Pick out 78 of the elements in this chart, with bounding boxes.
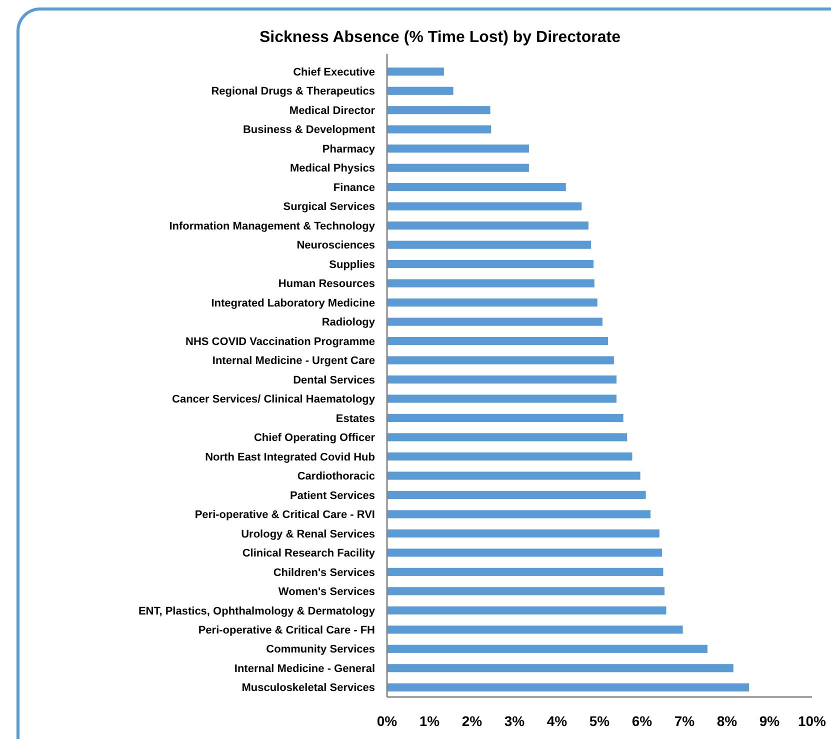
bar — [387, 664, 734, 672]
bar — [387, 260, 594, 268]
x-tick-label: 4% — [546, 713, 568, 729]
y-tick-label: Cancer Services/ Clinical Haematology — [172, 394, 376, 406]
x-tick-label: 8% — [716, 713, 738, 729]
y-tick-label: Information Management & Technology — [169, 220, 376, 232]
y-tick-label: Internal Medicine - Urgent Care — [212, 355, 375, 368]
bar — [387, 472, 640, 480]
y-tick-label: Pharmacy — [322, 143, 376, 156]
y-tick-label: Neurosciences — [296, 240, 375, 252]
bar — [387, 490, 646, 499]
y-tick-label: Chief Executive — [293, 66, 375, 78]
y-tick-label: Regional Drugs & Therapeutics — [211, 86, 375, 98]
bar — [387, 164, 529, 172]
y-tick-label: Chief Operating Officer — [254, 432, 376, 444]
y-tick-label: Musculoskeletal Services — [242, 682, 375, 694]
bar — [387, 240, 591, 249]
y-tick-label: Medical Director — [289, 104, 376, 117]
y-tick-label: Human Resources — [278, 278, 375, 290]
bar — [387, 202, 582, 210]
y-tick-label: Finance — [333, 182, 375, 194]
bar — [387, 86, 454, 95]
y-tick-label: North East Integrated Covid Hub — [205, 451, 376, 464]
bar — [387, 356, 614, 364]
bar — [387, 626, 683, 634]
bar — [387, 548, 662, 557]
y-tick-label: Community Services — [266, 644, 375, 656]
y-tick-label: Women's Services — [278, 586, 375, 598]
bar — [387, 394, 616, 403]
bar — [387, 222, 588, 230]
x-tick-label: 9% — [759, 713, 780, 729]
bar — [387, 318, 602, 326]
bar — [387, 606, 666, 614]
bar — [387, 375, 616, 384]
y-tick-label: Business & Development — [242, 124, 376, 136]
bar — [387, 587, 665, 596]
y-tick-label: NHS COVID Vaccination Programme — [186, 336, 375, 348]
x-tick-label: 0% — [376, 713, 398, 729]
bar — [387, 183, 566, 192]
y-tick-label: Integrated Laboratory Medicine — [211, 297, 375, 310]
y-tick-label: Radiology — [322, 316, 376, 329]
y-tick-label: Children's Services — [273, 566, 375, 579]
y-tick-label: Supplies — [329, 258, 375, 271]
y-tick-label: Medical Physics — [290, 162, 375, 175]
y-tick-label: Dental Services — [293, 374, 375, 386]
bar — [387, 510, 650, 518]
x-tick-label: 1% — [419, 713, 440, 729]
y-tick-label: Estates — [336, 412, 375, 425]
bar — [387, 433, 628, 442]
x-tick-label: 10% — [798, 713, 827, 729]
y-tick-label: ENT, Plastics, Ophthalmology & Dermatology — [138, 605, 376, 618]
bar — [387, 568, 664, 576]
y-tick-label: Surgical Services — [283, 201, 375, 214]
y-tick-label: Peri-operative & Critical Care - RVI — [194, 509, 375, 522]
bar — [387, 336, 608, 346]
bar — [387, 683, 750, 692]
bar — [387, 452, 632, 461]
bar — [387, 529, 660, 538]
x-tick-label: 7% — [674, 713, 696, 729]
y-tick-label: Clinical Research Facility — [242, 548, 376, 560]
bar — [387, 144, 529, 153]
x-tick-label: 6% — [632, 713, 653, 729]
bar — [387, 106, 490, 114]
bar — [387, 125, 492, 134]
bar — [387, 279, 594, 288]
bar — [387, 414, 624, 422]
bar — [387, 68, 444, 76]
y-tick-label: Internal Medicine - General — [234, 662, 375, 675]
bar — [387, 644, 708, 653]
x-tick-label: 5% — [589, 713, 610, 729]
bar — [387, 298, 598, 307]
x-tick-label: 2% — [462, 713, 483, 729]
x-tick-label: 3% — [504, 713, 526, 729]
y-tick-label: Patient Services — [290, 490, 375, 502]
y-tick-label: Cardiothoracic — [297, 470, 375, 483]
y-tick-label: Urology & Renal Services — [241, 528, 375, 540]
chart-title: Sickness Absence (% Time Lost) by Directorate — [259, 29, 621, 46]
y-tick-label: Peri-operative & Critical Care - FH — [198, 624, 376, 636]
